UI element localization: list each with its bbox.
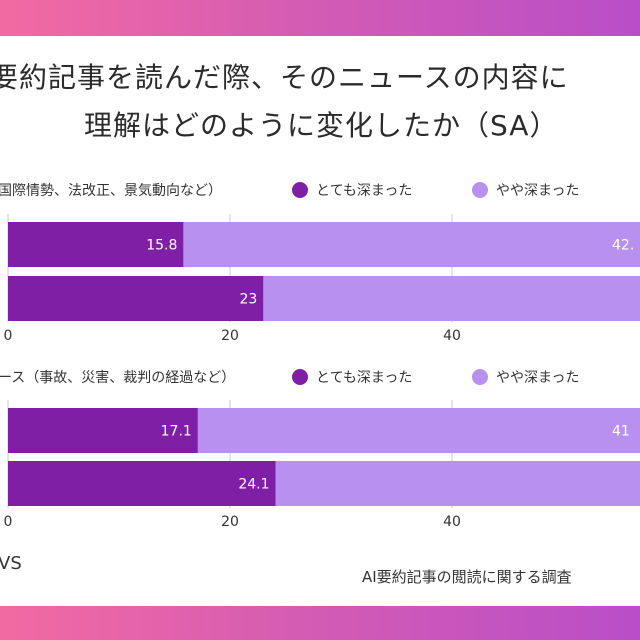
bar-somewhat (197, 408, 640, 453)
legend-dot-deep (292, 182, 308, 198)
legend-2-deep: とても深まった (292, 367, 412, 387)
x-tick-label: 20 (221, 514, 239, 530)
bar-deep (8, 222, 184, 267)
chart-title-line-1: 要約記事を読んだ際、そのニュースの内容に (0, 61, 569, 94)
section-1-label: 国際情勢、法改正、景気動向など） (0, 183, 222, 199)
data-label-somewhat: 41 (612, 424, 630, 440)
footer-left-text: VS (0, 553, 22, 574)
bar-deep (8, 276, 264, 321)
bar-deep (8, 408, 198, 453)
data-label-deep: 15.8 (146, 238, 177, 254)
chart-title-line-2: 理解はどのように変化したか（SA） (84, 109, 559, 142)
bar-deep (8, 461, 276, 506)
footer-source: AI要約記事の閲読に関する調査 (362, 568, 572, 586)
data-label-deep: 24.1 (238, 477, 269, 493)
x-tick-label: 0 (4, 514, 13, 530)
bar-somewhat (275, 461, 640, 506)
data-label-somewhat: 42. (612, 238, 634, 254)
legend-label-somewhat: やや深まった (496, 183, 580, 199)
legend-label-deep: とても深まった (316, 370, 413, 386)
legend-dot-deep (292, 369, 308, 385)
x-tick-label: 40 (443, 328, 461, 344)
legend-dot-somewhat (472, 182, 488, 198)
data-label-deep: 23 (239, 292, 257, 308)
bar-somewhat (263, 276, 640, 321)
data-label-deep: 17.1 (161, 424, 192, 440)
bar-somewhat (183, 222, 640, 267)
x-tick-label: 0 (4, 328, 13, 344)
legend-label-deep: とても深まった (316, 183, 413, 199)
legend-2-somewhat: やや深まった (472, 367, 579, 387)
legend-1-deep: とても深まった (292, 180, 412, 200)
section-2-label: ース（事故、災害、裁判の経過など） (0, 370, 236, 386)
x-tick-label: 40 (443, 514, 461, 530)
bottom-gradient-band (0, 606, 640, 640)
top-gradient-band (0, 0, 640, 36)
legend-dot-somewhat (472, 369, 488, 385)
x-tick-label: 20 (221, 328, 239, 344)
legend-label-somewhat: やや深まった (496, 370, 580, 386)
legend-1-somewhat: やや深まった (472, 180, 579, 200)
